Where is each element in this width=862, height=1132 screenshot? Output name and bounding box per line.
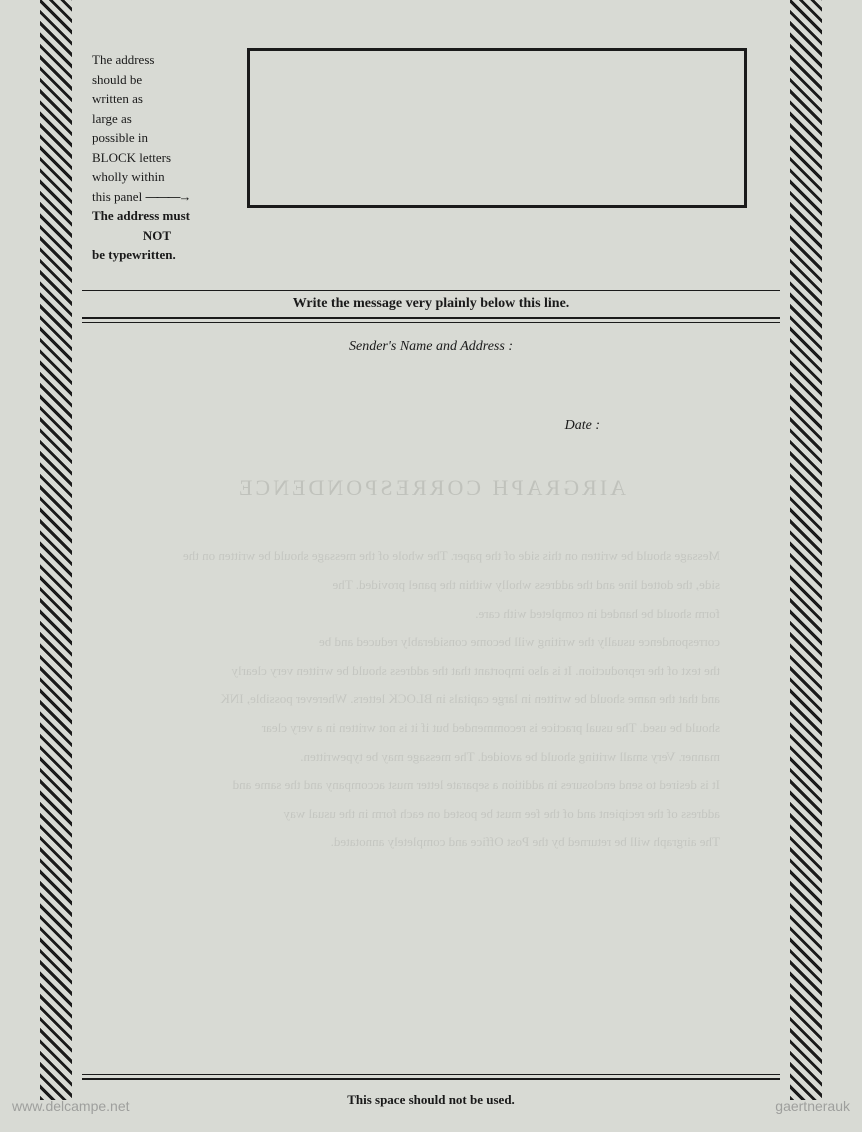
instruction-not: NOT	[92, 226, 222, 246]
bleed-line: the text of the reproduction. It is also…	[142, 657, 720, 686]
address-panel	[247, 48, 747, 208]
hatched-border-right	[790, 0, 822, 1100]
footer-label: This space should not be used.	[82, 1080, 780, 1120]
instruction-text: should be	[92, 70, 222, 90]
bleed-line: The airgraph will be returned by the Pos…	[142, 828, 720, 857]
bleed-line: Message should be written on this side o…	[142, 542, 720, 571]
bleed-line: address of the recipient and of the fee …	[142, 800, 720, 829]
bleed-line: should be used. The usual practice is re…	[142, 714, 720, 743]
instruction-text: be typewritten.	[92, 245, 222, 265]
message-area: AIRGRAPH CORRESPONDENCE Message should b…	[82, 434, 780, 1074]
instruction-text: written as	[92, 89, 222, 109]
watermark-left: www.delcampe.net	[12, 1098, 130, 1114]
bleed-line: form should be handed in completed with …	[142, 600, 720, 629]
form-content: The address should be written as large a…	[82, 0, 780, 1100]
instruction-text: large as	[92, 109, 222, 129]
sender-label: Sender's Name and Address :	[82, 323, 780, 363]
bleed-through-text: AIRGRAPH CORRESPONDENCE Message should b…	[142, 464, 720, 857]
arrow-icon: ———→	[145, 189, 189, 204]
instruction-text: possible in	[92, 128, 222, 148]
address-instructions: The address should be written as large a…	[92, 50, 222, 265]
instruction-text-span: this panel	[92, 189, 142, 204]
bleed-line: manner. Very small writing should be avo…	[142, 743, 720, 772]
divider	[82, 317, 780, 319]
bleed-line: and that the name should be written in l…	[142, 685, 720, 714]
watermark-right: gaertnerauk	[775, 1098, 850, 1114]
bleed-line: side, the dotted line and the address wh…	[142, 571, 720, 600]
instruction-text: BLOCK letters	[92, 148, 222, 168]
write-message-label: Write the message very plainly below thi…	[82, 291, 780, 317]
instruction-text: The address	[92, 50, 222, 70]
bleed-line: It is desired to send enclosures in addi…	[142, 771, 720, 800]
date-label: Date :	[82, 363, 780, 434]
instruction-text: this panel ———→	[92, 187, 222, 207]
address-section: The address should be written as large a…	[82, 0, 780, 290]
bleed-line: correspondence usually the writing will …	[142, 628, 720, 657]
instruction-text: The address must	[92, 206, 222, 226]
instruction-text: wholly within	[92, 167, 222, 187]
bleed-title: AIRGRAPH CORRESPONDENCE	[142, 464, 720, 512]
hatched-border-left	[40, 0, 72, 1100]
divider	[82, 1074, 780, 1075]
